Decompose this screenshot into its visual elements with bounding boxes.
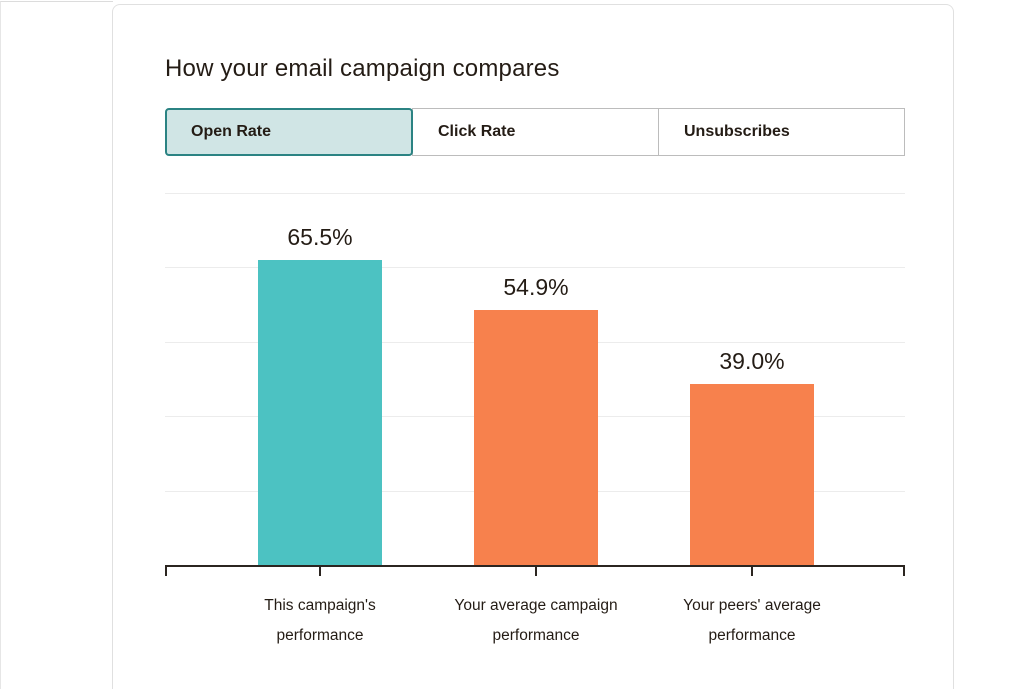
campaign-compare-card: How your email campaign compares Open Ra… [112,4,954,689]
bar-chart-plot: 65.5% 54.9% 39.0% [165,193,905,565]
bar-value-label: 54.9% [503,274,569,300]
category-label-your-peers-average-performance: Your peers' average performance [683,597,821,644]
tab-unsubscribes[interactable]: Unsubscribes [658,108,905,156]
x-axis-line [165,565,905,576]
axis-end-cap [903,565,905,576]
bar-your-average-campaign-performance [474,310,598,565]
card-title: How your email campaign compares [165,55,560,82]
axis-tick [319,565,321,576]
left-panel-edge [0,1,113,689]
axis-end-cap [165,565,167,576]
category-labels: This campaign's performance Your average c… [165,591,905,661]
category-label-your-average-campaign-performance: Your average campaign performance [454,597,618,644]
bar-your-peers-average-performance [690,384,814,565]
bar-value-label: 65.5% [287,224,353,250]
axis-tick [751,565,753,576]
metric-tab-bar: Open Rate Click Rate Unsubscribes [165,108,905,156]
category-label-this-campaign-s-performance: This campaign's performance [264,597,376,644]
bar-value-label: 39.0% [719,348,785,374]
tab-open-rate[interactable]: Open Rate [165,108,413,156]
bar-this-campaign-s-performance [258,260,382,565]
gridline [165,193,905,194]
tab-click-rate[interactable]: Click Rate [412,108,659,156]
gridline [165,267,905,268]
axis-tick [535,565,537,576]
